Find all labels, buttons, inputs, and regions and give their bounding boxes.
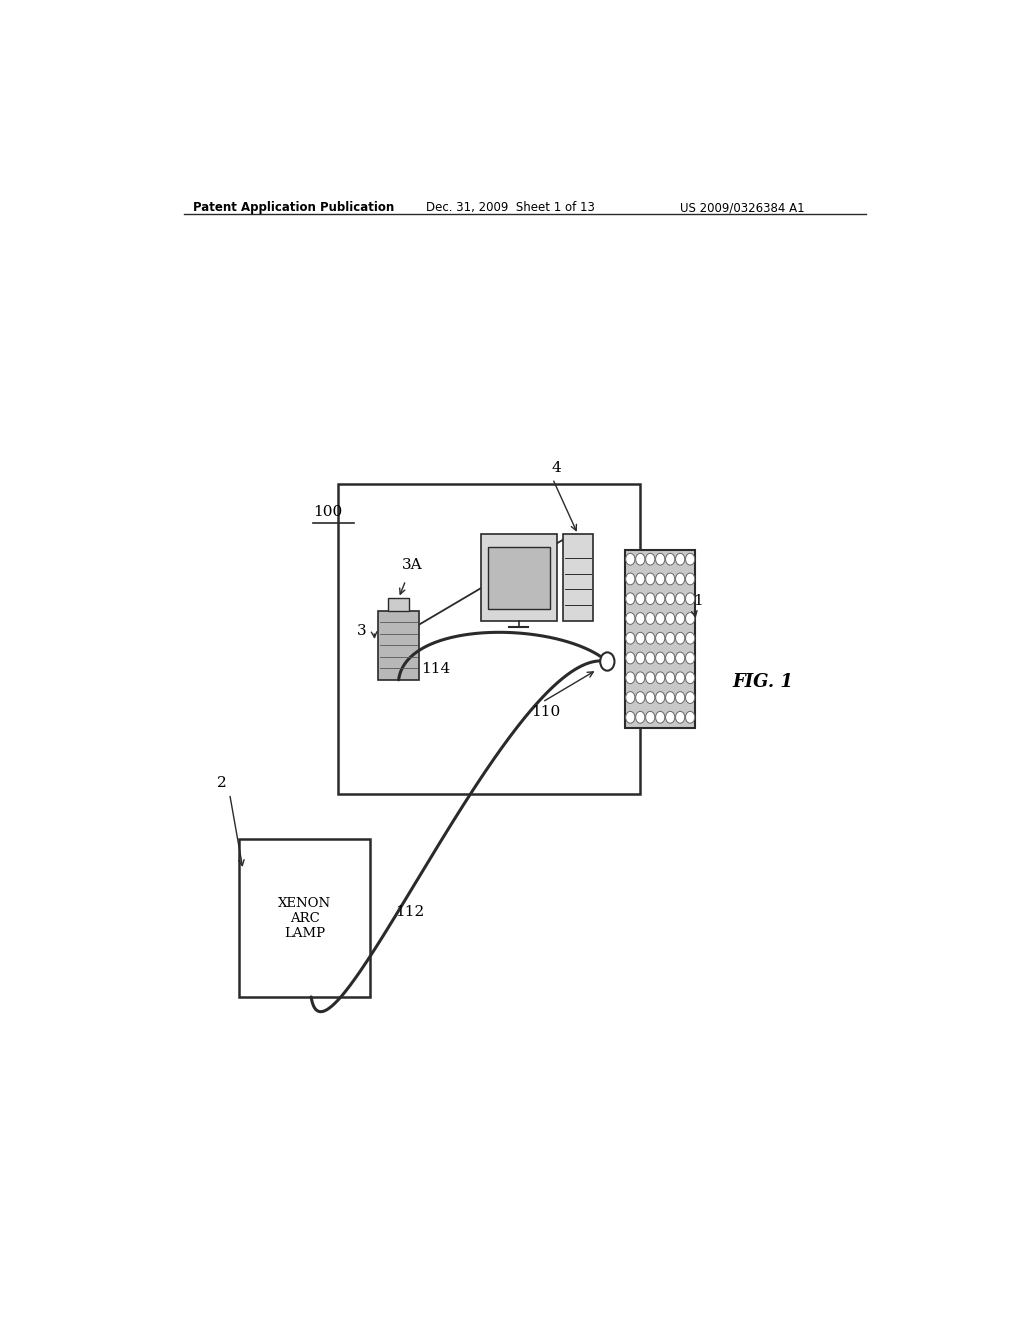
Circle shape: [645, 692, 654, 704]
Circle shape: [685, 612, 694, 624]
Circle shape: [676, 553, 685, 565]
Text: FIG. 1: FIG. 1: [732, 673, 794, 690]
Text: 1: 1: [693, 594, 702, 607]
Circle shape: [645, 593, 654, 605]
Bar: [388, 598, 409, 611]
Bar: [240, 840, 370, 997]
Circle shape: [655, 672, 665, 684]
Circle shape: [645, 632, 654, 644]
Circle shape: [626, 632, 635, 644]
Text: 4: 4: [552, 462, 561, 475]
Bar: [563, 535, 593, 620]
Circle shape: [626, 593, 635, 605]
Text: 3A: 3A: [401, 558, 423, 572]
Circle shape: [655, 573, 665, 585]
Circle shape: [636, 711, 645, 723]
Bar: [625, 549, 694, 727]
Circle shape: [655, 553, 665, 565]
Circle shape: [685, 692, 694, 704]
Circle shape: [626, 573, 635, 585]
Bar: [338, 483, 640, 793]
Circle shape: [666, 553, 675, 565]
Text: 100: 100: [313, 506, 342, 519]
Circle shape: [655, 652, 665, 664]
Circle shape: [645, 672, 654, 684]
Circle shape: [676, 573, 685, 585]
Circle shape: [626, 711, 635, 723]
Circle shape: [655, 692, 665, 704]
Circle shape: [626, 692, 635, 704]
Bar: [481, 535, 557, 620]
Circle shape: [636, 652, 645, 664]
Circle shape: [685, 573, 694, 585]
Circle shape: [685, 652, 694, 664]
Text: XENON
ARC
LAMP: XENON ARC LAMP: [278, 896, 331, 940]
Text: 2: 2: [217, 776, 226, 791]
Circle shape: [685, 711, 694, 723]
Circle shape: [645, 553, 654, 565]
Circle shape: [685, 672, 694, 684]
Circle shape: [676, 593, 685, 605]
Bar: [378, 611, 419, 680]
Circle shape: [666, 672, 675, 684]
Circle shape: [676, 672, 685, 684]
Circle shape: [666, 632, 675, 644]
Circle shape: [645, 612, 654, 624]
Circle shape: [636, 672, 645, 684]
Circle shape: [626, 553, 635, 565]
Circle shape: [676, 632, 685, 644]
Circle shape: [636, 612, 645, 624]
Circle shape: [600, 652, 614, 671]
Text: Dec. 31, 2009  Sheet 1 of 13: Dec. 31, 2009 Sheet 1 of 13: [426, 201, 595, 214]
Text: Patent Application Publication: Patent Application Publication: [194, 201, 394, 214]
Circle shape: [685, 593, 694, 605]
Circle shape: [676, 692, 685, 704]
Circle shape: [655, 612, 665, 624]
Circle shape: [636, 632, 645, 644]
Circle shape: [636, 553, 645, 565]
Circle shape: [655, 593, 665, 605]
Circle shape: [676, 711, 685, 723]
Circle shape: [666, 593, 675, 605]
Circle shape: [645, 573, 654, 585]
Circle shape: [666, 711, 675, 723]
Circle shape: [626, 672, 635, 684]
Circle shape: [676, 612, 685, 624]
Text: 114: 114: [421, 661, 451, 676]
Circle shape: [685, 553, 694, 565]
Circle shape: [666, 652, 675, 664]
Circle shape: [626, 612, 635, 624]
Circle shape: [666, 692, 675, 704]
Text: 110: 110: [531, 705, 561, 719]
Circle shape: [655, 632, 665, 644]
Bar: [487, 546, 550, 609]
Text: US 2009/0326384 A1: US 2009/0326384 A1: [680, 201, 804, 214]
Circle shape: [655, 711, 665, 723]
Circle shape: [645, 652, 654, 664]
Text: 112: 112: [395, 906, 424, 920]
Circle shape: [645, 711, 654, 723]
Circle shape: [666, 612, 675, 624]
Text: 3: 3: [357, 624, 367, 638]
Circle shape: [636, 692, 645, 704]
Circle shape: [636, 593, 645, 605]
Circle shape: [666, 573, 675, 585]
Circle shape: [636, 573, 645, 585]
Circle shape: [685, 632, 694, 644]
Circle shape: [676, 652, 685, 664]
Circle shape: [626, 652, 635, 664]
